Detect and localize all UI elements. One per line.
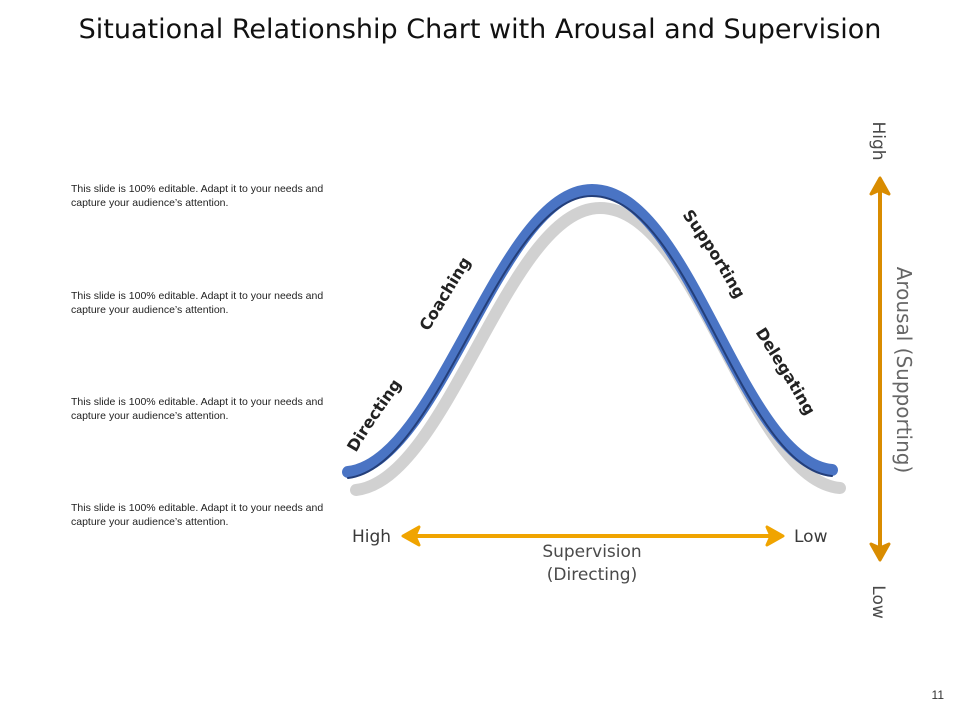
arrow-left-icon [401, 525, 421, 547]
supervision-axis-title-line1: Supervision [542, 542, 641, 562]
supervision-axis-title-line2: (Directing) [547, 565, 637, 585]
supervision-low-label: Low [794, 527, 828, 547]
note-4: This slide is 100% editable. Adapt it to… [71, 502, 324, 528]
supervision-high-label: High [352, 527, 391, 547]
arousal-axis-title: Arousal (Supporting) [892, 267, 916, 474]
note-1: This slide is 100% editable. Adapt it to… [71, 183, 324, 209]
stage-coaching-label: Coaching [415, 254, 474, 334]
arrow-down-icon [869, 542, 891, 562]
arousal-high-label: High [868, 121, 888, 160]
page-number: 11 [931, 688, 944, 702]
arrow-right-icon [765, 525, 785, 547]
bell-curve-edge [347, 194, 833, 479]
bell-curve [342, 183, 846, 496]
arrow-up-icon [869, 176, 891, 196]
arousal-axis-arrow [869, 176, 891, 562]
bell-curve-band [342, 183, 838, 478]
note-3: This slide is 100% editable. Adapt it to… [71, 396, 324, 422]
slide-title: Situational Relationship Chart with Arou… [78, 14, 882, 45]
supervision-axis-arrow [401, 525, 785, 547]
arousal-low-label: Low [868, 585, 888, 619]
note-2: This slide is 100% editable. Adapt it to… [71, 290, 324, 316]
